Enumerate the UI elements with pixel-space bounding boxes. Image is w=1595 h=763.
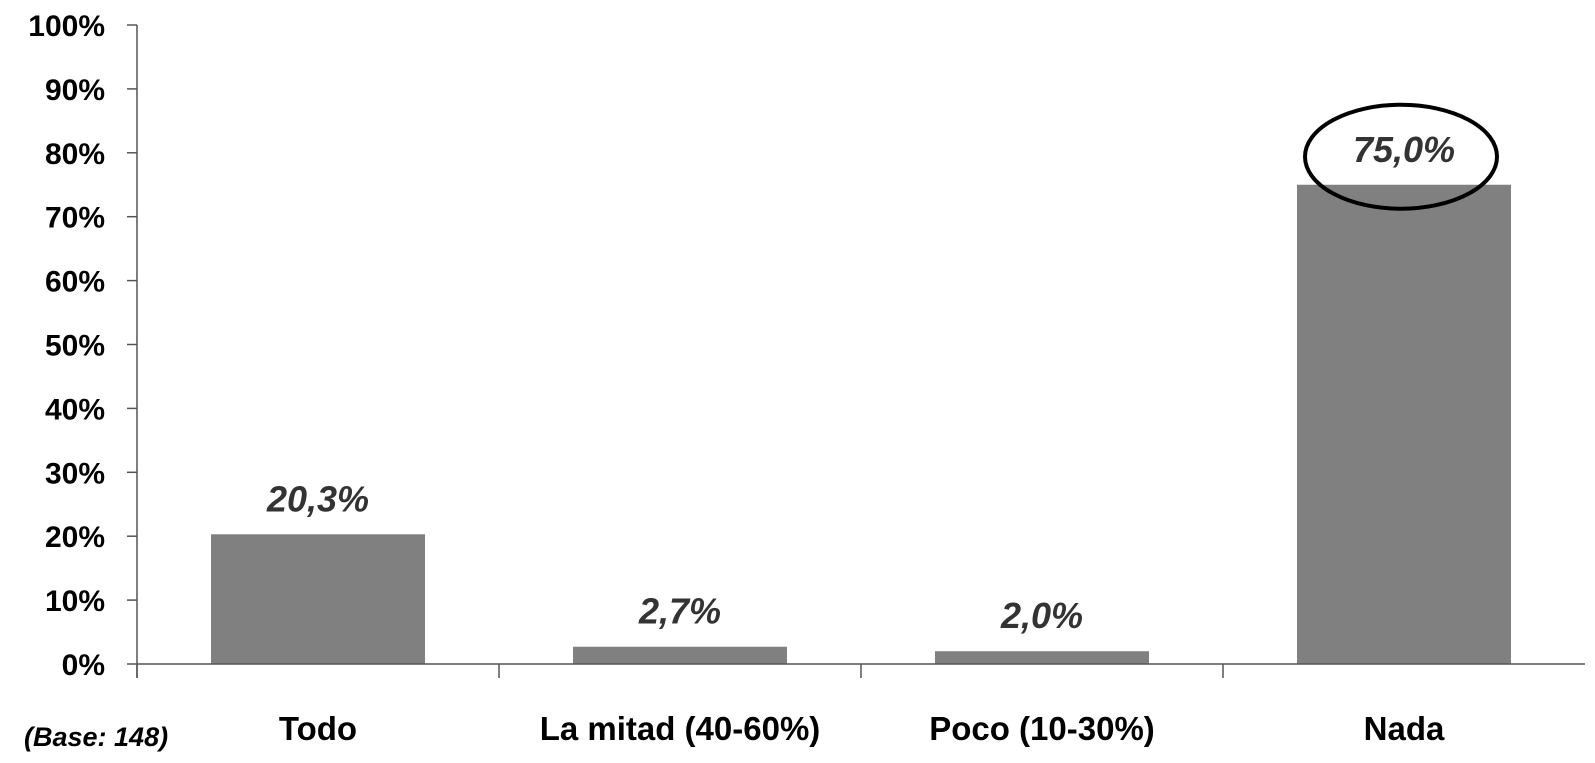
y-tick-label: 40% (45, 393, 105, 426)
y-tick-label: 60% (45, 266, 105, 299)
bar (211, 534, 425, 664)
data-label: 75,0% (1353, 129, 1455, 170)
y-tick-label: 10% (45, 585, 105, 618)
data-labels: 20,3% 2,7% 2,0% 75,0% (266, 129, 1455, 636)
data-label: 2,0% (1000, 595, 1083, 636)
y-tick-label: 90% (45, 74, 105, 107)
y-tick-label: 100% (28, 10, 105, 43)
y-tick-label: 0% (62, 649, 105, 682)
y-axis-ticks: 0% 10% 20% 30% 40% 50% 60% 70% 80% 90% 100% (28, 10, 137, 682)
data-label: 2,7% (638, 591, 721, 632)
bar (573, 646, 787, 664)
bars (211, 184, 1511, 664)
category-label: Nada (1364, 710, 1445, 747)
category-labels: Todo La mitad (40-60%) Poco (10-30%) Nada (279, 710, 1445, 747)
y-tick-label: 30% (45, 457, 105, 490)
category-label: La mitad (40-60%) (540, 710, 821, 747)
x-axis-ticks (136, 664, 1224, 678)
base-note: (Base: 148) (24, 722, 168, 752)
y-tick-label: 80% (45, 138, 105, 171)
bar (935, 651, 1149, 664)
y-tick-label: 70% (45, 202, 105, 235)
bar (1297, 184, 1511, 664)
highlight-ring (1303, 102, 1499, 211)
y-tick-label: 50% (45, 330, 105, 363)
category-label: Todo (279, 710, 357, 747)
y-tick-label: 20% (45, 521, 105, 554)
category-label: Poco (10-30%) (929, 710, 1155, 747)
data-label: 20,3% (266, 478, 369, 519)
